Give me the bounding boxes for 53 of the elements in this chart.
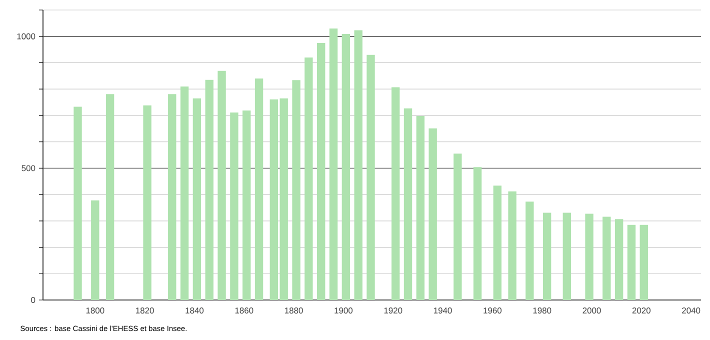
bar bbox=[254, 78, 264, 300]
bar bbox=[562, 212, 572, 300]
bar bbox=[404, 108, 412, 300]
bar bbox=[342, 34, 350, 300]
x-tick-label: 1900 bbox=[334, 308, 353, 314]
bar bbox=[106, 94, 114, 300]
bar bbox=[416, 116, 425, 300]
bar bbox=[542, 212, 552, 300]
bar bbox=[493, 186, 502, 300]
bar bbox=[627, 224, 636, 300]
x-tick-label: 1960 bbox=[484, 308, 502, 314]
bar bbox=[585, 214, 594, 300]
bar bbox=[270, 99, 278, 300]
bar bbox=[526, 202, 534, 300]
x-tick-label: 2000 bbox=[582, 308, 601, 314]
bar bbox=[602, 216, 611, 300]
bar bbox=[354, 30, 362, 300]
bar bbox=[91, 200, 100, 300]
x-tick-label: 1800 bbox=[86, 308, 104, 314]
bar bbox=[454, 154, 462, 300]
bar bbox=[614, 219, 624, 300]
bar bbox=[192, 98, 202, 300]
y-tick-label: 0 bbox=[31, 297, 36, 303]
x-tick-label: 2040 bbox=[682, 308, 700, 314]
bar bbox=[143, 105, 152, 300]
x-tick-label: 1940 bbox=[434, 308, 452, 314]
bar bbox=[218, 70, 226, 300]
x-tick-label: 1980 bbox=[533, 308, 552, 314]
bar bbox=[168, 94, 176, 300]
bar bbox=[242, 110, 251, 300]
x-tick-label: 2020 bbox=[632, 308, 650, 314]
bar bbox=[180, 86, 189, 300]
bar bbox=[640, 224, 648, 300]
x-tick-label: 1920 bbox=[384, 308, 402, 314]
bar bbox=[205, 80, 214, 300]
bar bbox=[292, 80, 300, 300]
bar bbox=[473, 167, 482, 300]
x-tick-label: 1820 bbox=[136, 308, 154, 314]
bar bbox=[74, 106, 82, 300]
bar bbox=[508, 191, 516, 300]
bar bbox=[280, 98, 288, 300]
bar bbox=[304, 57, 313, 300]
y-tick-label: 1000 bbox=[17, 33, 36, 40]
y-tick-label: 500 bbox=[22, 165, 36, 172]
bar bbox=[317, 42, 326, 300]
bar bbox=[329, 28, 338, 300]
bar bbox=[428, 128, 437, 300]
x-tick-label: 1860 bbox=[235, 308, 254, 314]
x-tick-label: 1880 bbox=[285, 308, 303, 314]
bar bbox=[391, 87, 400, 300]
bar bbox=[366, 54, 375, 300]
bar bbox=[230, 112, 238, 300]
x-tick-label: 1840 bbox=[186, 308, 204, 314]
